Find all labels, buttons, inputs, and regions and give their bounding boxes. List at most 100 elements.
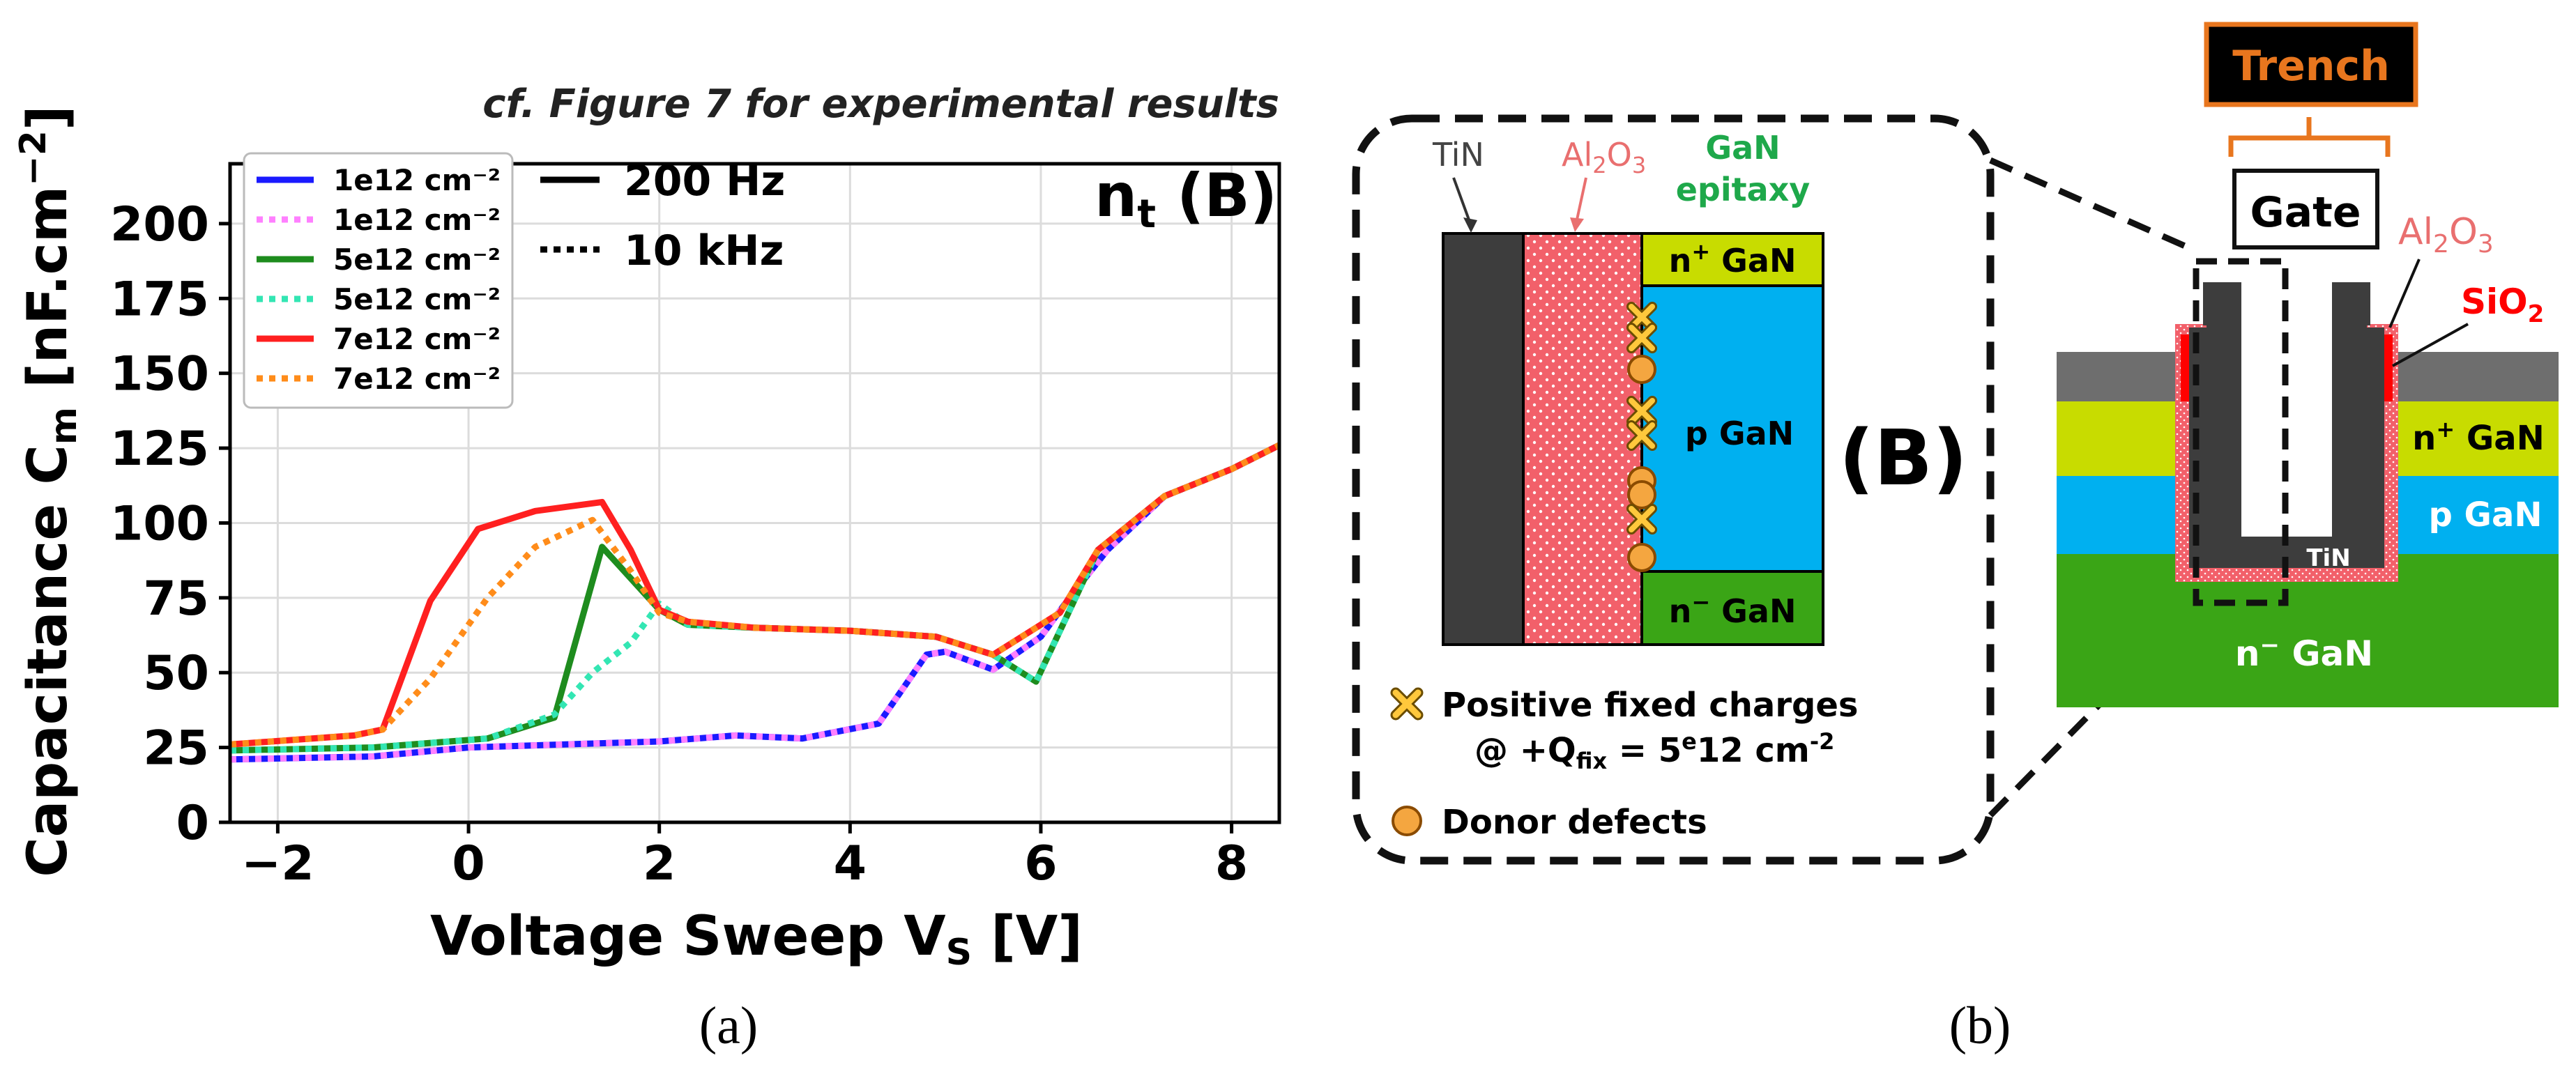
legend-label-0: 1e12 cm⁻² [333, 163, 501, 197]
y-axis-label: Capacitance Cm [nF.cm−2] [13, 105, 85, 877]
inset-tin-arrow [1452, 177, 1471, 222]
series-line-5 [230, 442, 1279, 748]
y-axis-label-sub: m [43, 407, 85, 445]
x-axis-label-main: Voltage Sweep V [430, 905, 946, 968]
annotation-main: n [1095, 161, 1137, 231]
device-tin-gate [2189, 286, 2384, 568]
device-trench-bracket [2228, 117, 2391, 157]
y-tick-label: 150 [110, 347, 209, 402]
inset-nplus-label: n+ GaN [1669, 238, 1797, 279]
frequency-legend: 200 Hz 10 kHz [540, 157, 785, 275]
device-al2o3-pointer [2388, 259, 2421, 328]
x-ticks: −2 0 2 4 6 8 [241, 822, 1248, 891]
device-trench-label: Trench [2232, 42, 2390, 91]
legend-label-3: 5e12 cm⁻² [333, 282, 501, 316]
inset-al2o3-sub1: 2 [1592, 152, 1606, 178]
inset-tin-layer [1442, 232, 1525, 646]
device-nminus-label: n− GaN [2235, 631, 2373, 674]
legend-label-1: 1e12 cm⁻² [333, 203, 501, 237]
inset-nminus-sup: − [1691, 589, 1710, 615]
inset-nminus-layer [1640, 570, 1824, 646]
device-gate-label: Gate [2250, 188, 2361, 237]
inset-al2o3-layer [1522, 232, 1643, 646]
x-tick-label: 6 [1024, 836, 1057, 891]
donor-defect-icon [1627, 355, 1656, 384]
legend-label-2: 5e12 cm⁻² [333, 243, 501, 277]
device-sio2-main: SiO [2461, 282, 2528, 322]
x-axis-label-tail: [V] [972, 905, 1083, 968]
fixed-charge-legend-1: Positive fixed charges [1442, 686, 1858, 725]
device-nminus-sup: − [2260, 631, 2280, 659]
device-sio2-label: SiO2 [2461, 282, 2544, 328]
fixed-charge-icon [1626, 504, 1657, 534]
plot-annotation: nt (B) [1095, 161, 1277, 237]
legend-label-4: 7e12 cm⁻² [333, 322, 501, 356]
x-tick-label: 2 [643, 836, 676, 891]
fixed-charge-legend-2a: @ +Q [1474, 731, 1576, 770]
y-tick-label: 100 [110, 496, 209, 551]
fixed-charge-icon [1626, 420, 1657, 451]
zoom-line-top [1989, 157, 2197, 254]
fixed-charge-legend-2c: 12 cm [1697, 731, 1810, 770]
device-al2o3-sub1: 2 [2433, 230, 2449, 259]
inset-nminus-label: n− GaN [1669, 589, 1797, 630]
fixed-charge-legend-2b: = 5 [1607, 731, 1682, 770]
annotation-sub: t [1137, 192, 1156, 237]
legend: 1e12 cm⁻² 1e12 cm⁻² 5e12 cm⁻² 5e12 cm⁻² 7e12… [243, 152, 514, 409]
inset-pgan-label: p GaN [1685, 415, 1794, 452]
inset-al2o3-mid: O [1607, 136, 1632, 174]
y-tick-label: 75 [143, 571, 209, 626]
plot-frame [228, 162, 1281, 824]
fixed-charge-legend-2: @ +Qfix = 5e12 cm-2 [1474, 728, 1834, 774]
inset-nplus-main: n [1669, 242, 1692, 279]
annotation-tail: (B) [1156, 161, 1277, 231]
panel-a: cf. Figure 7 for experimental results −2… [13, 82, 1281, 1055]
plot-series [230, 442, 1279, 763]
caption-a: (a) [699, 997, 758, 1055]
inset-al2o3-sub2: 3 [1632, 152, 1646, 178]
y-axis-label-main: Capacitance C [17, 445, 79, 877]
x-tick-label: 0 [452, 836, 485, 891]
y-ticks: 0 25 50 75 100 125 150 175 200 [110, 197, 230, 851]
inset-b-label: (B) [1839, 413, 1967, 502]
inset-tin-label: TiN [1432, 136, 1484, 174]
y-tick-label: 175 [110, 272, 209, 327]
x-tick-label: 4 [834, 836, 867, 891]
donor-legend: Donor defects [1442, 803, 1707, 842]
x-axis-label: Voltage Sweep VS [V] [430, 905, 1083, 974]
inset-nminus-main: n [1669, 592, 1692, 630]
device-nplus-main: n [2412, 419, 2436, 458]
fixed-charge-legend-2sup: e [1682, 728, 1697, 755]
y-axis-label-sup: −2 [13, 130, 54, 186]
inset-al2o3-arrowhead [1570, 217, 1584, 232]
inset-epi-label-2: epitaxy [1676, 171, 1811, 208]
device-nminus-tail: GaN [2280, 633, 2373, 674]
device-left-cap [2203, 282, 2241, 325]
donor-defect-icon [1627, 480, 1656, 509]
fixed-charge-legend-icon [1390, 687, 1424, 721]
y-tick-label: 125 [110, 422, 209, 477]
fixed-charge-icon [1626, 323, 1657, 353]
device-nplus-label: n+ GaN [2412, 416, 2545, 458]
device-pgan-label: p GaN [2428, 495, 2542, 534]
device-nplus-tail: GaN [2455, 419, 2545, 458]
device-al2o3-sub2: 3 [2478, 230, 2494, 259]
device-sio2-sub: 2 [2528, 300, 2545, 328]
y-tick-label: 25 [143, 721, 209, 776]
device-al2o3-mid: O [2449, 211, 2478, 253]
inset-pgan-layer [1640, 284, 1824, 573]
device-nplus-sup: + [2436, 416, 2455, 443]
donor-defect-icon [1627, 543, 1656, 572]
inset-al2o3-main: Al [1562, 136, 1592, 174]
y-tick-label: 0 [176, 796, 209, 851]
inset-al2o3-arrow [1576, 177, 1587, 220]
series-line-1 [230, 442, 1279, 763]
device-right-cap [2332, 282, 2370, 325]
inset-epi-label-1: GaN [1705, 129, 1780, 167]
series-line-3 [230, 442, 1279, 754]
experimental-note: cf. Figure 7 for experimental results [482, 82, 1279, 127]
interface-defects [1626, 302, 1657, 572]
x-tick-label: 8 [1215, 836, 1248, 891]
device-trench-box [2204, 22, 2418, 107]
